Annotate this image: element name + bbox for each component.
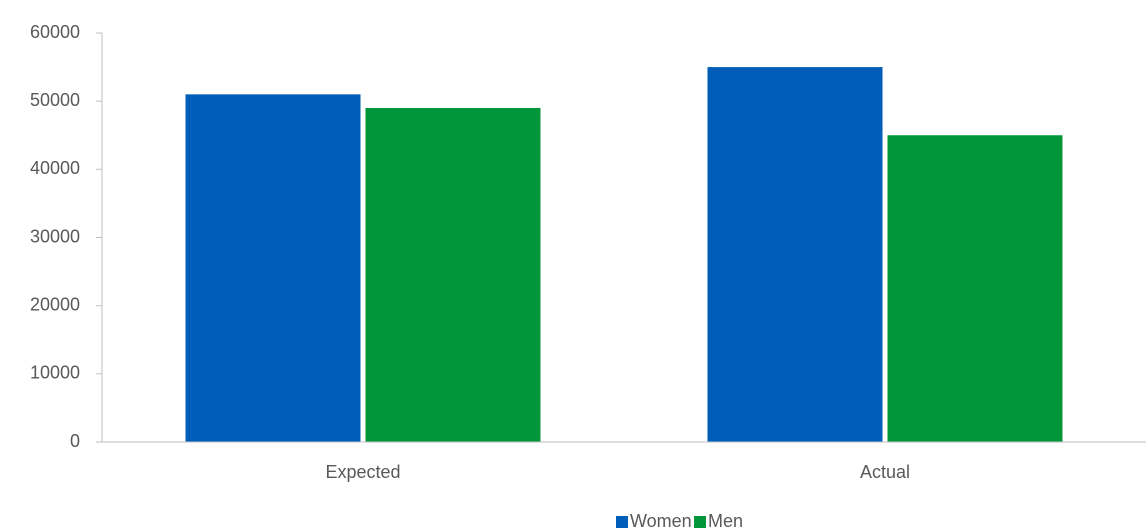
legend-label: Men <box>708 511 743 531</box>
legend-swatch <box>694 516 706 528</box>
x-tick-label: Actual <box>860 462 910 482</box>
bar <box>365 107 541 442</box>
y-tick-label: 20000 <box>30 294 80 314</box>
bar <box>887 135 1063 442</box>
y-tick-label: 50000 <box>30 90 80 110</box>
y-tick-label: 30000 <box>30 226 80 246</box>
y-tick-label: 10000 <box>30 363 80 383</box>
x-tick-label: Expected <box>325 462 400 482</box>
bar <box>707 67 883 442</box>
legend-label: Women <box>630 511 692 531</box>
bar <box>185 94 361 442</box>
y-tick-label: 40000 <box>30 158 80 178</box>
legend-swatch <box>616 516 628 528</box>
y-tick-label: 60000 <box>30 22 80 42</box>
y-tick-label: 0 <box>70 431 80 451</box>
